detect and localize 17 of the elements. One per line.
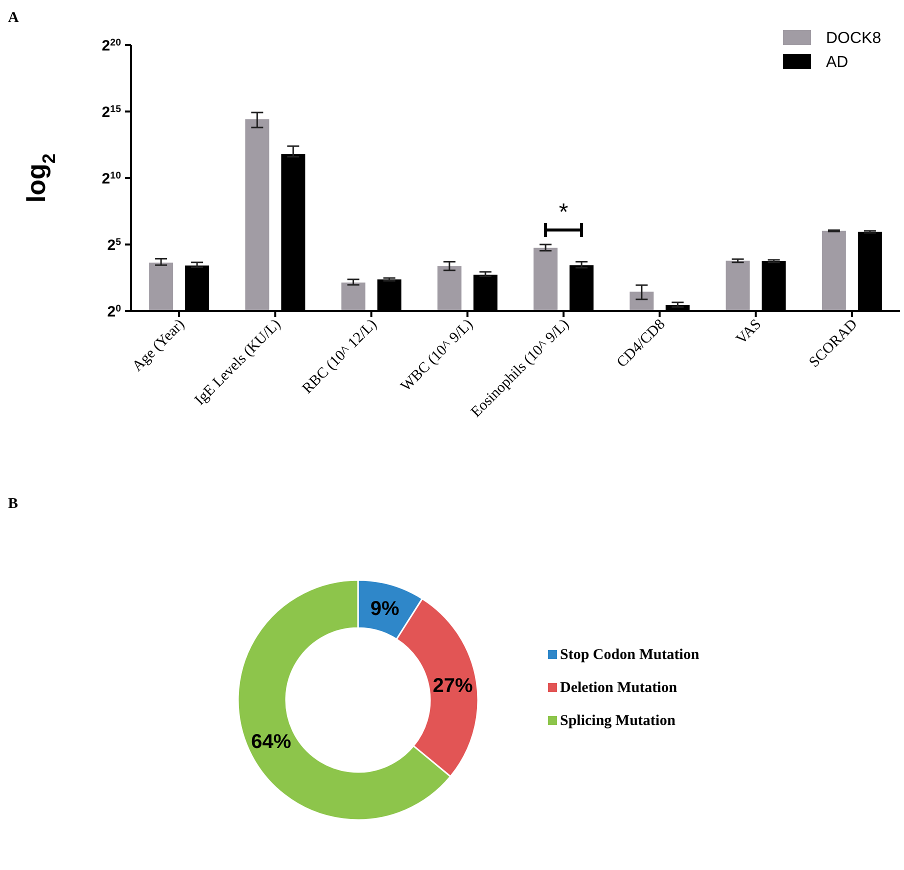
legend-label: Stop Codon Mutation [560, 647, 700, 663]
chart-title: A [8, 10, 19, 26]
legend-label: DOCK8 [826, 30, 882, 47]
y-tick-label: 2$^{15}$ [102, 103, 122, 121]
data-label: 64% [251, 730, 292, 753]
y-tick-label: 2$^{5}$ [107, 236, 122, 254]
x-tick-label: VAS [733, 316, 765, 348]
data-label: 9% [370, 598, 400, 620]
y-tick-label: 2$^{20}$ [102, 36, 122, 54]
data-label: 27% [432, 674, 474, 697]
annotation: * [558, 199, 568, 226]
legend-label: Deletion Mutation [560, 680, 678, 696]
text: B [8, 496, 18, 512]
legend-label: Splicing Mutation [560, 713, 676, 729]
y-tick-label: 2$^{10}$ [102, 170, 122, 188]
y-tick-label: 2$^{0}$ [107, 302, 122, 320]
legend-label: AD [826, 54, 848, 71]
